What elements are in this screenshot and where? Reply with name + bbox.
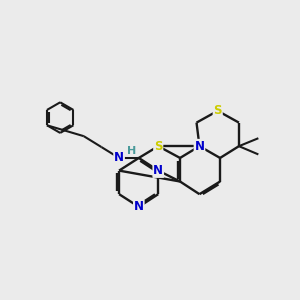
Text: N: N <box>194 140 205 153</box>
Text: S: S <box>154 140 163 153</box>
Text: S: S <box>214 104 222 117</box>
Text: N: N <box>114 152 124 164</box>
Text: H: H <box>127 146 136 156</box>
Text: N: N <box>153 164 163 177</box>
Text: N: N <box>134 200 144 213</box>
